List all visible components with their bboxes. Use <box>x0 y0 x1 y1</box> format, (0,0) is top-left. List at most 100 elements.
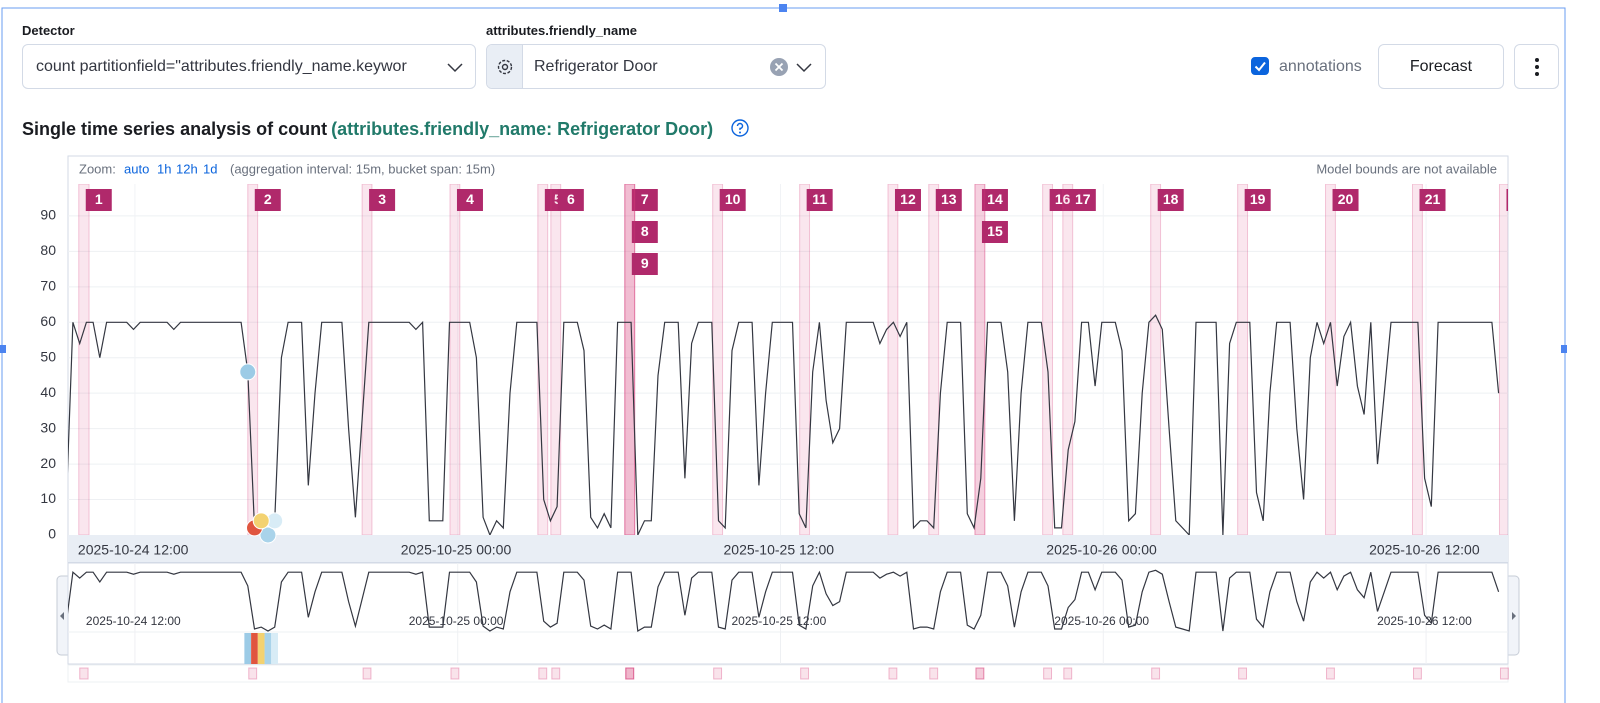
annotation-label: 9 <box>641 255 649 271</box>
annotation-band <box>887 184 899 535</box>
annotation-marker <box>800 667 810 680</box>
handle <box>1561 345 1567 353</box>
annotations-label[interactable]: annotations <box>1279 58 1362 75</box>
annotation-label: 16 <box>1055 191 1071 207</box>
annotation-marker <box>551 667 561 680</box>
annotation-marker <box>888 667 898 680</box>
annotation-band <box>974 184 986 535</box>
annotation-label-box <box>456 189 483 211</box>
annotation-label: 2 <box>264 191 272 207</box>
annotation-band <box>449 184 461 535</box>
annotation-band <box>624 184 636 535</box>
annotation-label-box <box>981 221 1008 243</box>
annotation-marker <box>538 667 548 680</box>
annotation-label: 21 <box>1425 191 1441 207</box>
annotation-marker <box>1413 667 1422 680</box>
anomaly-marker <box>239 363 257 381</box>
annotation-label: 22 <box>1512 191 1528 207</box>
annotation-band <box>1042 184 1054 535</box>
y-tick-label: 80 <box>40 242 56 258</box>
entity-combobox[interactable]: Refrigerator Door <box>486 44 826 89</box>
chevron <box>447 63 463 73</box>
annotation-marker <box>975 667 985 680</box>
annotation-label-box <box>1332 189 1359 211</box>
check-mark <box>1254 61 1266 72</box>
handle <box>0 345 6 353</box>
annotation-band <box>361 184 373 535</box>
annotation-label: 8 <box>641 223 649 239</box>
handle <box>779 4 787 12</box>
chevron <box>796 63 812 73</box>
annotation-label: 13 <box>941 191 957 207</box>
annotation-label: 3 <box>378 191 386 207</box>
annotation-marker <box>625 667 635 680</box>
annotation-label-box <box>894 189 921 211</box>
annotation-marker <box>362 667 372 680</box>
forecast-button[interactable]: Forecast <box>1378 44 1504 89</box>
gear-section[interactable] <box>487 45 523 88</box>
annotation-marker <box>1063 667 1073 680</box>
swimlane-cell <box>257 633 265 664</box>
overview-area <box>68 563 1500 664</box>
help-icon[interactable] <box>730 118 750 138</box>
x-tick-label: 2025-10-25 12:00 <box>724 542 835 558</box>
annotation-label-box <box>631 253 658 275</box>
anomaly-marker <box>259 526 277 544</box>
annotation-band <box>247 184 259 535</box>
gear-icon <box>497 59 513 75</box>
interval-note: (aggregation interval: 15m, bucket span:… <box>230 161 495 176</box>
brush-left[interactable] <box>60 612 64 620</box>
annotation-label-box <box>1049 189 1076 211</box>
annotation-band <box>928 184 940 535</box>
annotation-label: 4 <box>466 191 474 207</box>
annotation-label-box <box>631 221 658 243</box>
annotations-checkbox[interactable] <box>1251 57 1269 75</box>
overview-tick-label: 2025-10-24 12:00 <box>86 614 181 628</box>
brush-right[interactable] <box>1512 612 1516 620</box>
annotation-label-box <box>631 189 658 211</box>
zoom-option[interactable]: 1d <box>203 161 217 176</box>
title: Single time series analysis of count (att… <box>22 115 750 140</box>
entity-value: Refrigerator Door <box>534 58 658 75</box>
series-line <box>68 314 1500 535</box>
annotation-label: 11 <box>812 191 827 207</box>
detector-select[interactable]: count partitionfield="attributes.friendl… <box>22 44 476 89</box>
y-tick-label: 90 <box>40 207 56 223</box>
annotation-label-box <box>557 189 584 211</box>
annotation-label-box <box>1506 189 1508 211</box>
y-tick-label: 70 <box>40 278 56 294</box>
overview-tick-label: 2025-10-26 00:00 <box>1054 614 1149 628</box>
annotation-band <box>974 184 986 535</box>
swimlane-cell <box>251 633 258 664</box>
annotation-marker <box>713 667 723 680</box>
annotation-label-box <box>806 189 833 211</box>
y-tick-label: 0 <box>48 526 56 542</box>
annotation-label: 15 <box>987 223 1003 239</box>
zoom-option[interactable]: auto <box>124 161 149 176</box>
swimlane-cell <box>271 633 278 664</box>
overview-tick-label: 2025-10-25 12:00 <box>732 614 827 628</box>
annotation-band <box>624 184 636 535</box>
annotation-marker <box>625 667 635 680</box>
annotation-label: 20 <box>1338 191 1354 207</box>
menu-button[interactable] <box>1514 44 1559 89</box>
annotation-label: 10 <box>725 191 741 207</box>
overview-tick-label: 2025-10-25 00:00 <box>409 614 504 628</box>
annotation-label: 7 <box>641 191 649 207</box>
zoom-option[interactable]: 12h <box>176 161 198 176</box>
annotation-label-box <box>935 189 962 211</box>
entity-label: attributes.friendly_name <box>486 23 637 38</box>
clear-icon[interactable] <box>769 57 789 77</box>
annotation-label: 1 <box>95 191 103 207</box>
plot-area: 12345678910111213141516171819202122 <box>68 184 1528 535</box>
annotation-marker <box>975 667 985 680</box>
y-tick-label: 20 <box>40 455 56 471</box>
zoom-option[interactable]: 1h <box>157 161 171 176</box>
annotation-band <box>1062 184 1074 535</box>
annotation-band <box>1237 184 1249 535</box>
overview-tick-label: 2025-10-26 12:00 <box>1377 614 1472 628</box>
annotation-marker <box>79 667 89 680</box>
annotation-label-box <box>369 189 396 211</box>
